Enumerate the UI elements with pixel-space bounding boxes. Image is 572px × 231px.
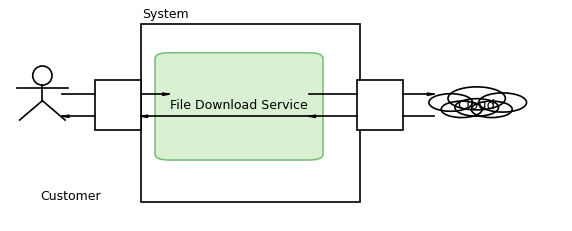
Polygon shape — [162, 93, 169, 95]
Text: Customer: Customer — [40, 190, 101, 203]
Bar — [96, 80, 141, 130]
Text: Cloud: Cloud — [458, 99, 496, 112]
Polygon shape — [309, 115, 316, 118]
Text: System: System — [142, 8, 189, 21]
Text: File Download Service: File Download Service — [170, 99, 308, 112]
Polygon shape — [62, 115, 69, 118]
FancyBboxPatch shape — [155, 53, 323, 160]
Polygon shape — [141, 115, 148, 118]
Polygon shape — [427, 93, 434, 95]
Bar — [141, 24, 360, 202]
Bar — [357, 80, 403, 130]
